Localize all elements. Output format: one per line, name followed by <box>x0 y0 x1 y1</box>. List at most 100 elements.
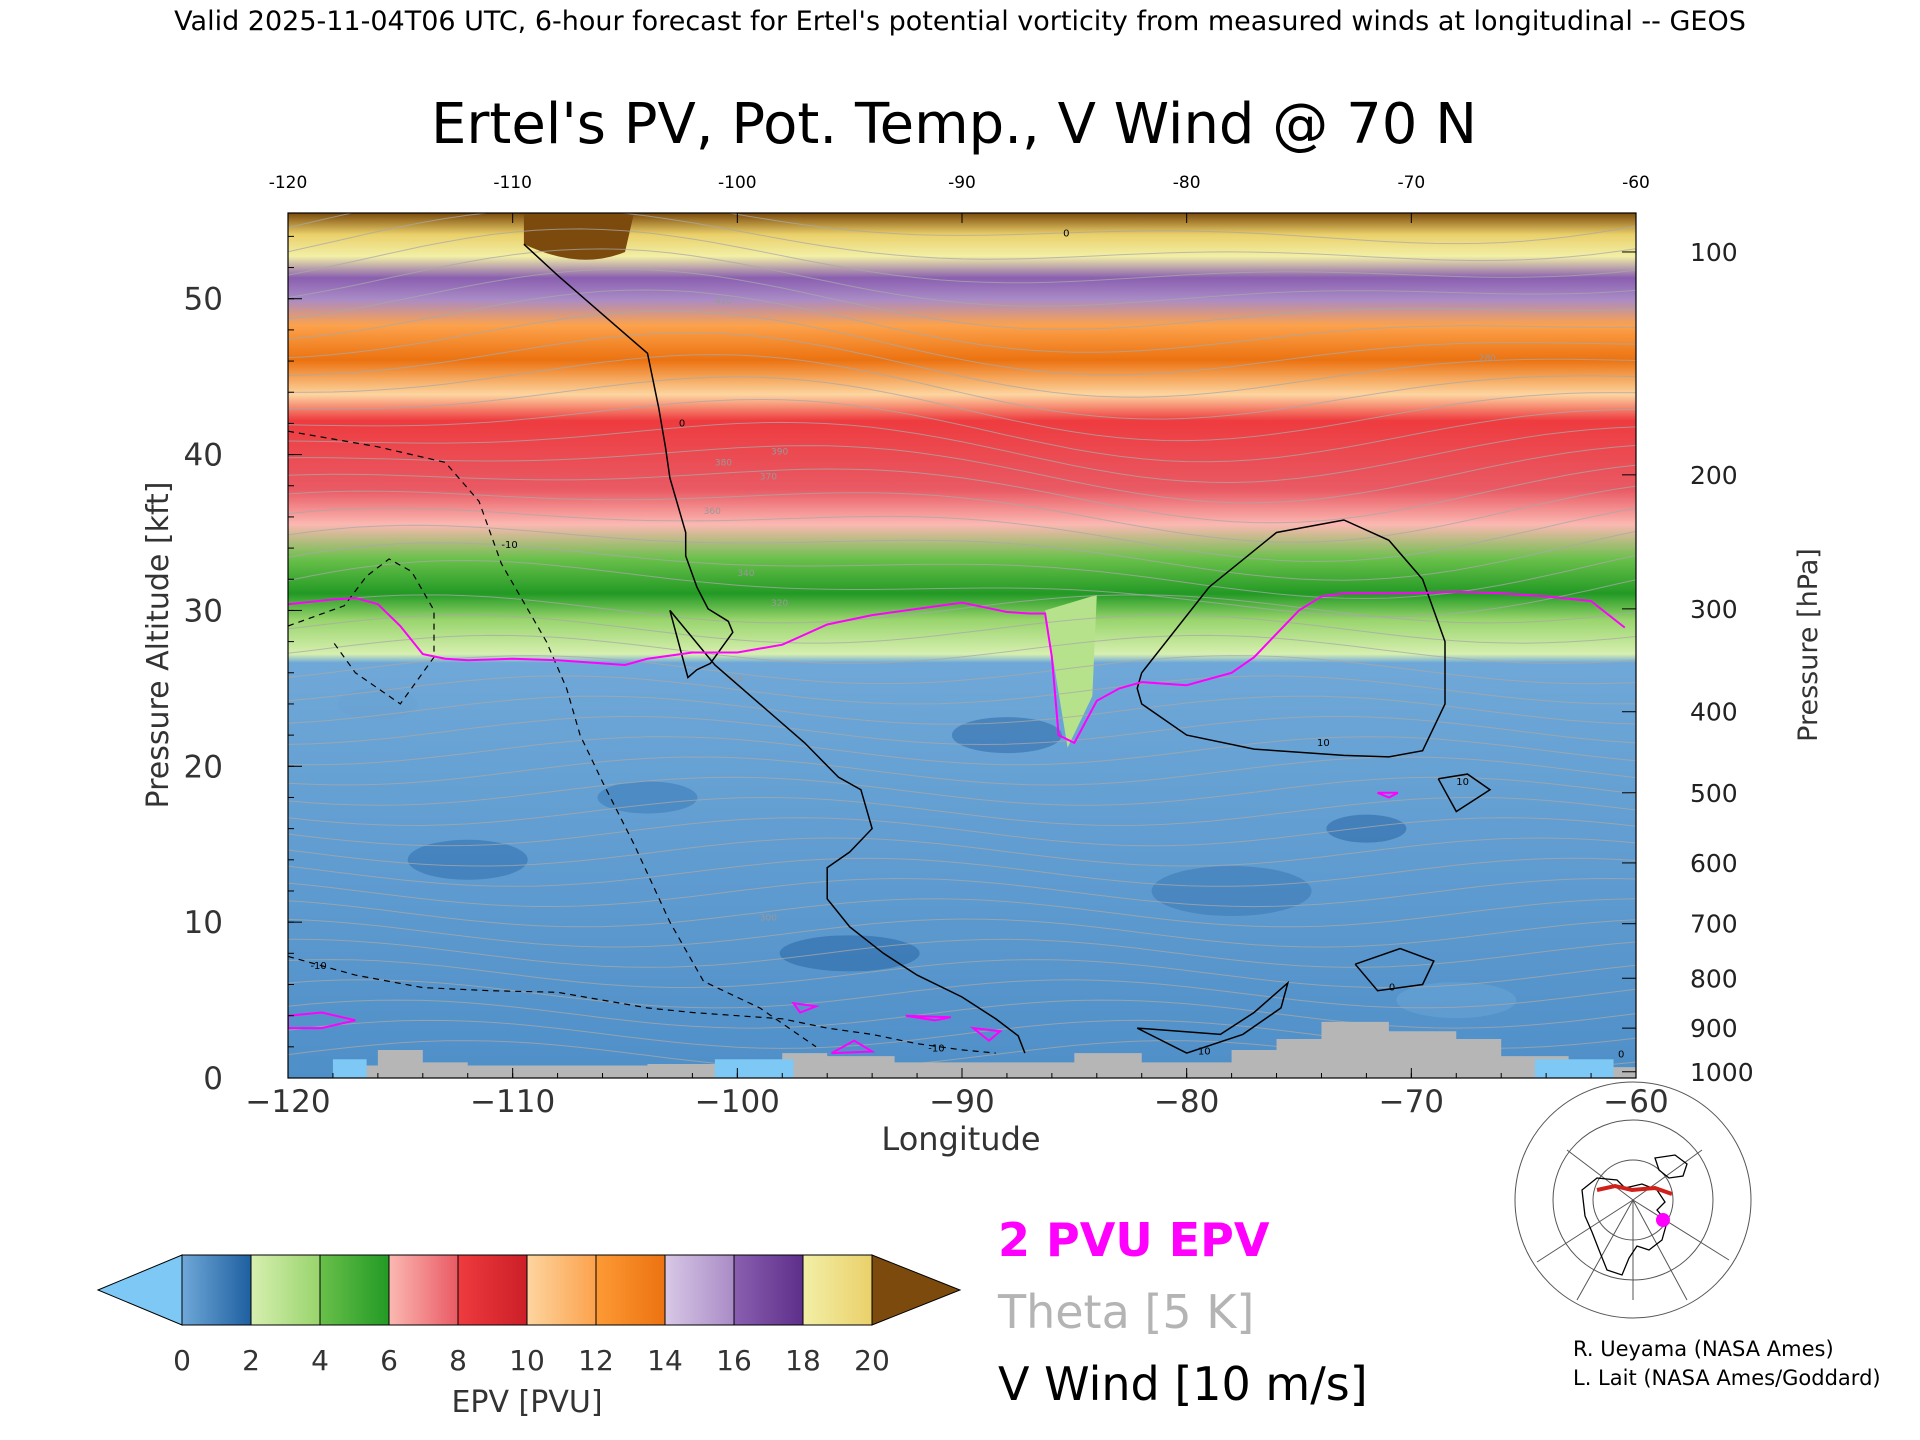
colorbar-tick-label: 18 <box>785 1344 821 1377</box>
theta-label: 370 <box>760 473 777 483</box>
theta-contour <box>288 776 1636 806</box>
x-tick-label-top: -90 <box>948 173 976 193</box>
pv-field-overlays <box>337 213 1517 1019</box>
colorbar-segment <box>250 1254 321 1326</box>
theta-contour <box>288 817 1636 847</box>
theta-contour <box>288 507 1636 562</box>
theta-label: 340 <box>737 569 754 579</box>
x-tick-label: −90 <box>929 1084 994 1120</box>
legend-theta: Theta [5 K] <box>997 1285 1254 1339</box>
theta-contour <box>288 837 1636 867</box>
colorbar-tick-label: 12 <box>578 1344 614 1377</box>
credit-line-2: L. Lait (NASA Ames/Goddard) <box>1573 1366 1881 1390</box>
theta-contours: 410 390 380 370 360 340 320 310 300 280 <box>288 213 1636 1070</box>
theta-contour <box>288 918 1636 948</box>
theta-label: 280 <box>1479 354 1496 364</box>
pvu-2-patch <box>905 1014 951 1022</box>
header-line: Valid 2025-11-04T06 UTC, 6-hour forecast… <box>174 6 1746 37</box>
theta-contour <box>288 655 1636 685</box>
colorbar-segment <box>802 1254 873 1326</box>
colorbar-tick-label: 10 <box>509 1344 545 1377</box>
y2-axis-label: Pressure [hPa] <box>1793 548 1824 742</box>
wind-contour-label: 0 <box>1618 1050 1624 1061</box>
colorbar-ticks: 0 2 4 6 8 10 12 14 16 18 20 <box>173 1344 890 1377</box>
theta-contour <box>288 559 1636 618</box>
pressure-tick-label: 100 <box>1690 238 1738 267</box>
theta-contour <box>288 289 1636 353</box>
pv-blob <box>337 687 418 720</box>
wind-contour-negative <box>288 558 435 705</box>
wind-contour-label: -10 <box>501 540 517 551</box>
pv-fold <box>1045 594 1097 748</box>
theta-contour <box>288 695 1636 725</box>
pv-blob <box>779 935 920 972</box>
axes: −120-120−110-110−100-100−90-90−80-80−70-… <box>184 173 1754 1120</box>
colorbar-tick-label: 4 <box>311 1344 329 1377</box>
theta-contour <box>288 959 1636 989</box>
theta-contour <box>288 898 1636 928</box>
y-tick-label: 40 <box>184 438 223 474</box>
x-tick-label-top: -100 <box>718 173 757 193</box>
theta-contour <box>288 354 1636 420</box>
wind-contour-label: 0 <box>679 419 685 430</box>
colorbar-tick-label: 0 <box>173 1344 191 1377</box>
wind-contour-label: 10 <box>1198 1047 1211 1058</box>
wind-contour-label: -10 <box>310 961 326 972</box>
colorbar-tick-label: 20 <box>854 1344 890 1377</box>
legend: 2 PVU EPV Theta [5 K] V Wind [10 m/s] <box>997 1213 1368 1411</box>
wind-contour-label: 0 <box>1063 228 1069 239</box>
theta-contour <box>288 310 1636 376</box>
wind-contour-label: 0 <box>1389 983 1395 994</box>
x-tick-label-top: -120 <box>269 173 308 193</box>
pv-blob <box>1151 865 1312 916</box>
pressure-tick-label: 900 <box>1690 1014 1738 1043</box>
theta-contour <box>288 464 1636 524</box>
x-tick-label-top: -60 <box>1622 173 1650 193</box>
pv-field-background <box>288 213 1636 1078</box>
theta-contour <box>288 675 1636 705</box>
theta-contour <box>288 877 1636 908</box>
theta-label: 320 <box>771 599 788 609</box>
wind-contour-label: -10 <box>928 1044 944 1055</box>
locator-map <box>1514 1081 1752 1319</box>
theta-contour <box>288 634 1636 664</box>
pv-high-cap <box>523 213 634 260</box>
pressure-tick-label: 700 <box>1690 910 1738 939</box>
pv-blob <box>597 781 698 814</box>
wind-zero-contour <box>523 243 1026 1054</box>
theta-label: 380 <box>715 458 732 468</box>
pvu-2-patch <box>969 1026 1003 1042</box>
pv-blob <box>1326 814 1407 843</box>
x-tick-label: −110 <box>470 1084 555 1120</box>
x-axis-label: Longitude <box>881 1120 1040 1158</box>
colorbar-segment <box>595 1254 666 1326</box>
y-tick-label: 20 <box>184 749 223 785</box>
pressure-tick-label: 400 <box>1690 698 1738 727</box>
theta-contour <box>288 736 1636 766</box>
theta-contour <box>288 756 1636 786</box>
theta-contour <box>288 421 1636 484</box>
x-tick-label-top: -80 <box>1173 173 1201 193</box>
colorbar-tick-label: 8 <box>449 1344 467 1377</box>
theta-contour <box>288 524 1636 581</box>
x-tick-label: −80 <box>1154 1084 1219 1120</box>
y-tick-label: 30 <box>184 593 223 629</box>
pvu-2-contour <box>288 590 1626 1055</box>
chart-title: Ertel's PV, Pot. Temp., V Wind @ 70 N <box>431 92 1477 157</box>
legend-wind: V Wind [10 m/s] <box>998 1357 1368 1411</box>
wind-contour-label: 10 <box>1317 738 1330 749</box>
pvu-2-patch <box>288 1011 356 1030</box>
theta-contour <box>288 268 1636 330</box>
pressure-tick-label: 1000 <box>1690 1058 1754 1087</box>
terrain <box>288 1021 1636 1078</box>
colorbar-over-triangle <box>871 1254 962 1326</box>
wind-contour-label: 10 <box>1456 777 1469 788</box>
credit-line-1: R. Ueyama (NASA Ames) <box>1573 1337 1834 1361</box>
theta-contour <box>288 444 1636 504</box>
wind-contour-negative <box>288 430 817 1048</box>
pressure-tick-label: 200 <box>1690 461 1738 490</box>
theta-contour <box>288 398 1636 463</box>
theta-contour <box>288 999 1636 1029</box>
